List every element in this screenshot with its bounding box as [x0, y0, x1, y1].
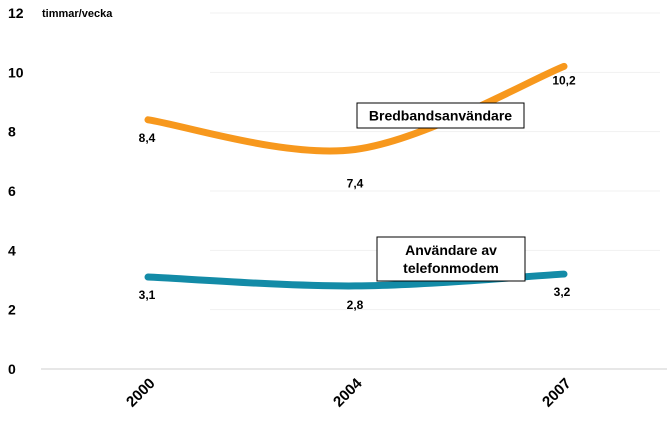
series-annotations: Bredbandsanvändare Användare av telefonmod… — [356, 102, 526, 282]
annotation-text: telefonmodem — [403, 260, 499, 276]
data-label: 3,1 — [139, 288, 156, 302]
x-tick-label: 2004 — [330, 375, 366, 411]
y-tick-label: 12 — [8, 5, 24, 21]
x-tick-label: 2007 — [539, 375, 575, 411]
annotation-text: Bredbandsanvändare — [369, 108, 512, 124]
y-tick-label: 8 — [8, 124, 16, 140]
gridlines — [210, 12, 660, 311]
y-tick-label: 6 — [8, 183, 16, 199]
data-label: 8,4 — [139, 131, 156, 145]
annotation-box-frame — [356, 102, 525, 129]
series-line — [144, 62, 568, 155]
y-tick-label: 0 — [8, 361, 16, 377]
y-tick-label: 2 — [8, 302, 16, 318]
data-label: 10,2 — [552, 73, 576, 87]
y-tick-label: 10 — [8, 64, 24, 80]
data-labels: 8,4 7,4 10,2 3,1 2,8 3,2 — [139, 73, 576, 312]
data-label: 3,2 — [554, 285, 571, 299]
series-annotation-box: Bredbandsanvändare — [356, 102, 525, 129]
x-tick-label: 2000 — [123, 375, 159, 411]
annotation-box-frame — [376, 236, 526, 282]
y-axis-unit-label: timmar/vecka — [42, 8, 113, 20]
y-tick-labels: 0 2 4 6 8 10 12 — [8, 5, 24, 377]
series-annotation-box: Användare av telefonmodem — [376, 236, 526, 282]
y-tick-label: 4 — [8, 242, 16, 258]
annotation-text: Användare av — [405, 242, 497, 258]
data-label: 2,8 — [347, 298, 364, 312]
x-tick-labels: 2000 2004 2007 — [123, 375, 575, 411]
data-label: 7,4 — [347, 176, 364, 190]
